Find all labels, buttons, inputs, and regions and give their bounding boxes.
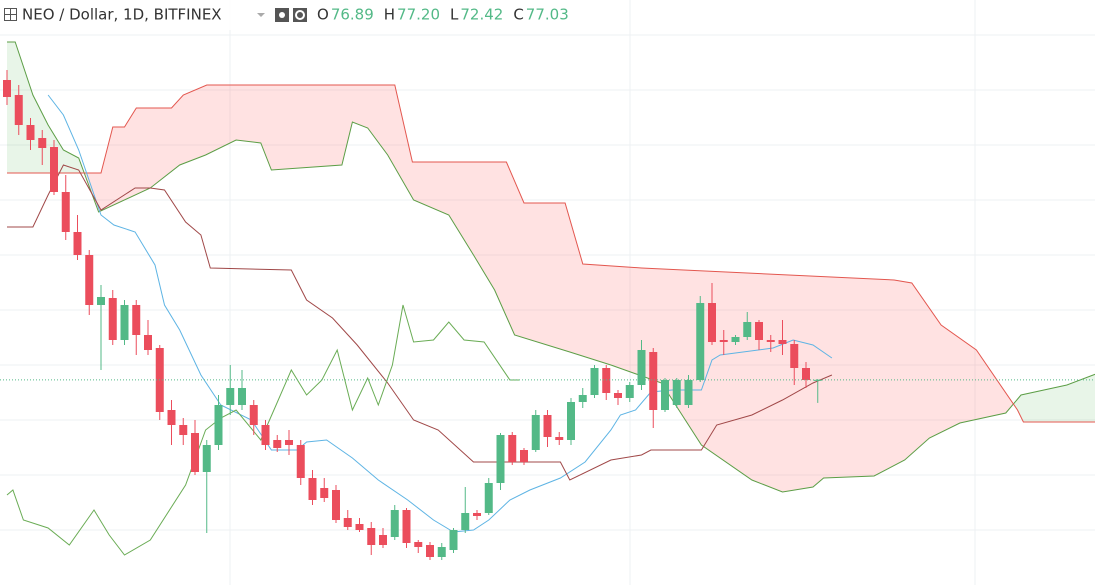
candle-body bbox=[484, 483, 493, 513]
candle-body bbox=[414, 542, 423, 547]
span-a-line bbox=[7, 41, 1095, 493]
candle-body bbox=[473, 513, 481, 516]
candle-body bbox=[191, 433, 199, 472]
candle-body bbox=[261, 425, 270, 445]
format-icon-ring bbox=[295, 10, 305, 20]
candle-body bbox=[14, 95, 23, 125]
candle-body bbox=[543, 415, 552, 437]
candle-body bbox=[73, 232, 82, 255]
candle-body bbox=[120, 305, 129, 340]
candle-body bbox=[625, 385, 634, 398]
candle-body bbox=[214, 405, 223, 445]
candle-body bbox=[719, 340, 728, 342]
candle-body bbox=[367, 528, 376, 545]
candle-body bbox=[402, 510, 411, 543]
candle-body bbox=[778, 340, 787, 344]
settings-icon-dot bbox=[279, 12, 285, 18]
candle-body bbox=[308, 478, 317, 500]
cloud-fill bbox=[83, 85, 1013, 492]
readout-value: 77.20 bbox=[397, 6, 440, 24]
candle-body bbox=[461, 513, 470, 530]
candle-body bbox=[531, 415, 540, 450]
candle-body bbox=[567, 402, 575, 440]
candle-body bbox=[684, 380, 693, 405]
candle-body bbox=[649, 352, 658, 410]
candle-body bbox=[508, 435, 517, 462]
candle-body bbox=[355, 524, 364, 530]
candle-body bbox=[437, 547, 446, 557]
cloud-fill bbox=[1012, 374, 1095, 422]
candle-body bbox=[390, 510, 399, 537]
candle-body bbox=[661, 380, 669, 410]
readout-value: 77.03 bbox=[526, 6, 569, 24]
dropdown-caret[interactable] bbox=[257, 13, 265, 17]
candle-body bbox=[85, 255, 94, 305]
candle-body bbox=[813, 379, 822, 381]
candle-body bbox=[97, 297, 105, 305]
candle-body bbox=[273, 440, 282, 448]
candle-body bbox=[132, 305, 141, 335]
candle-body bbox=[590, 368, 599, 395]
candle-body bbox=[61, 192, 70, 232]
candle-body bbox=[38, 138, 47, 148]
candle-body bbox=[226, 388, 235, 405]
candle-body bbox=[743, 322, 752, 337]
candle-body bbox=[520, 450, 528, 462]
candle-body bbox=[285, 440, 293, 445]
indicator-line bbox=[7, 164, 833, 481]
candle-body bbox=[802, 368, 810, 380]
candle-body bbox=[602, 368, 611, 393]
candle-body bbox=[555, 437, 564, 440]
indicator-line bbox=[6, 304, 520, 556]
candle-body bbox=[238, 388, 246, 405]
candle-body bbox=[108, 298, 117, 340]
candle-body bbox=[167, 410, 176, 425]
span-b-line bbox=[7, 84, 1095, 423]
candle-body bbox=[766, 340, 775, 342]
line-layer bbox=[6, 41, 1095, 556]
candle-body bbox=[672, 380, 681, 405]
candle-body bbox=[614, 393, 622, 398]
candle-body bbox=[696, 303, 705, 380]
candle-body bbox=[449, 530, 458, 550]
candle-body bbox=[708, 303, 716, 342]
symbol-icon bbox=[4, 8, 17, 21]
ohlc-readout: O 76.89 H 77.20 L 72.42 C 77.03 bbox=[317, 6, 569, 24]
candle-body bbox=[755, 322, 763, 340]
candle-body bbox=[790, 344, 799, 368]
candle-body bbox=[379, 535, 387, 545]
candle-body bbox=[426, 545, 434, 557]
readout-key: H bbox=[384, 6, 395, 24]
candle-body bbox=[320, 488, 329, 498]
candle-body bbox=[496, 435, 505, 483]
candle-body bbox=[249, 405, 258, 425]
readout-key: O bbox=[317, 6, 329, 24]
header-bg bbox=[0, 0, 580, 30]
candle-body bbox=[332, 490, 340, 520]
candle-body bbox=[202, 445, 211, 472]
readout-value: 76.89 bbox=[331, 6, 374, 24]
candle-body bbox=[296, 445, 305, 478]
readout-value: 72.42 bbox=[460, 6, 503, 24]
candle-body bbox=[731, 337, 740, 342]
readout-key: L bbox=[450, 6, 459, 24]
candle-layer bbox=[0, 70, 1095, 560]
candle-body bbox=[637, 350, 646, 385]
candle-body bbox=[50, 147, 58, 192]
candle-body bbox=[26, 125, 35, 140]
readout-key: C bbox=[513, 6, 523, 24]
candle-body bbox=[179, 425, 188, 435]
symbol-title: NEO / Dollar, 1D, BITFINEX bbox=[22, 6, 222, 24]
candle-body bbox=[144, 335, 152, 350]
candle-body bbox=[3, 80, 11, 97]
candle-body bbox=[343, 518, 352, 527]
candle-body bbox=[578, 395, 587, 402]
